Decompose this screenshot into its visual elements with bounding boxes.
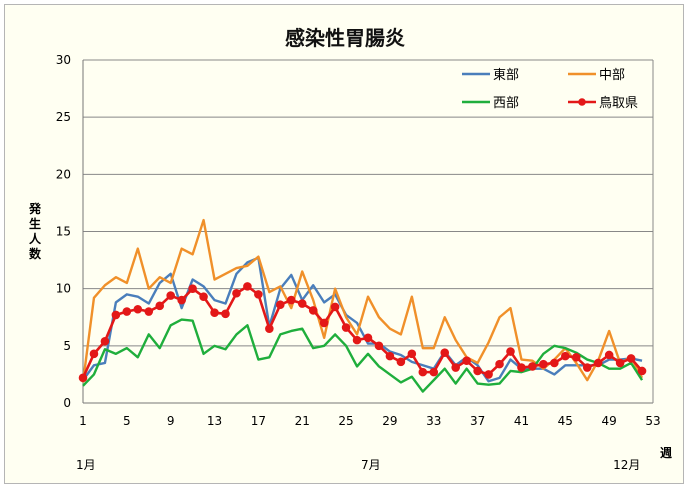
data-point — [593, 358, 603, 368]
data-point — [637, 366, 647, 376]
data-point — [254, 290, 263, 299]
y-axis-label-char: 数 — [29, 246, 42, 261]
data-point — [199, 292, 208, 301]
chart-title: 感染性胃腸炎 — [285, 26, 405, 50]
data-point — [133, 304, 143, 314]
x-axis-label: 週 — [660, 445, 672, 460]
data-point — [374, 341, 384, 351]
x-tick-label: 29 — [382, 414, 397, 428]
data-point — [451, 363, 460, 372]
month-label: 12月 — [613, 458, 640, 472]
y-tick-label: 5 — [63, 339, 71, 353]
data-point — [363, 333, 373, 343]
data-point — [111, 310, 121, 320]
y-axis-label-char: 発 — [28, 201, 42, 216]
legend-label: 鳥取県 — [599, 96, 638, 111]
legend-label: 東部 — [493, 67, 519, 83]
data-point — [297, 299, 307, 308]
data-point — [571, 352, 581, 362]
data-point — [265, 324, 274, 333]
data-point — [506, 347, 515, 356]
grid-lines — [83, 59, 653, 347]
x-tick-label: 49 — [602, 414, 617, 428]
data-point — [604, 350, 614, 360]
legend-label: 中部 — [599, 68, 625, 83]
chart-frame — [4, 4, 684, 484]
data-point — [155, 301, 165, 311]
x-tick-label: 33 — [426, 414, 441, 428]
y-tick-label: 15 — [56, 225, 71, 239]
legend-marker — [578, 98, 586, 106]
series-line-0 — [82, 256, 643, 383]
x-tick-label: 25 — [338, 414, 353, 428]
data-point — [440, 348, 450, 357]
legend-label: 西部 — [493, 96, 519, 111]
y-tick-label: 30 — [56, 53, 71, 67]
data-point — [473, 366, 482, 376]
data-point — [615, 358, 625, 368]
x-tick-label: 9 — [167, 414, 175, 428]
data-point — [539, 359, 548, 369]
data-point — [210, 308, 219, 317]
series-line-3 — [81, 285, 644, 379]
series-line-2 — [82, 318, 644, 393]
data-point — [407, 349, 417, 359]
x-tick-label: 45 — [558, 414, 573, 428]
x-tick-label: 17 — [251, 414, 266, 428]
x-tick-label: 1 — [79, 414, 87, 428]
data-point — [418, 367, 428, 377]
data-point — [122, 307, 132, 316]
data-point — [484, 370, 493, 379]
x-tick-label: 5 — [123, 414, 131, 428]
data-point — [308, 306, 318, 315]
series-line-1 — [81, 218, 644, 383]
x-tick-label: 41 — [514, 414, 529, 428]
data-point — [528, 362, 537, 371]
x-tick-label: 53 — [645, 414, 660, 428]
data-point — [78, 373, 88, 383]
data-point — [495, 359, 504, 369]
data-point — [188, 284, 197, 293]
data-point — [626, 354, 636, 363]
data-point — [550, 358, 559, 368]
data-point — [352, 335, 362, 345]
y-tick-label: 0 — [63, 396, 71, 410]
data-point — [177, 295, 186, 305]
month-label: 1月 — [76, 458, 96, 472]
data-point — [89, 349, 99, 359]
data-point — [396, 357, 406, 367]
series-lines — [78, 218, 647, 393]
y-tick-label: 25 — [56, 110, 71, 124]
data-point — [330, 302, 340, 312]
y-axis-label-char: 生 — [29, 216, 41, 231]
data-point — [385, 351, 395, 361]
data-point — [276, 300, 285, 309]
y-tick-label: 10 — [56, 282, 71, 296]
data-point — [462, 356, 471, 365]
x-tick-label: 21 — [295, 414, 310, 428]
data-point — [144, 307, 154, 316]
data-point — [319, 318, 329, 328]
data-point — [341, 323, 351, 332]
data-point — [232, 288, 241, 298]
x-tick-label: 37 — [470, 414, 485, 428]
data-point — [561, 351, 570, 361]
data-point — [100, 336, 110, 346]
y-tick-label: 20 — [56, 167, 71, 181]
y-axis-label-char: 人 — [29, 231, 42, 246]
month-label: 7月 — [361, 458, 381, 472]
data-point — [243, 282, 252, 291]
data-point — [517, 363, 526, 372]
data-point — [221, 309, 230, 319]
data-point — [166, 291, 175, 300]
data-point — [582, 363, 592, 372]
data-point — [429, 367, 439, 377]
x-tick-label: 13 — [207, 414, 222, 428]
data-point — [286, 295, 296, 305]
